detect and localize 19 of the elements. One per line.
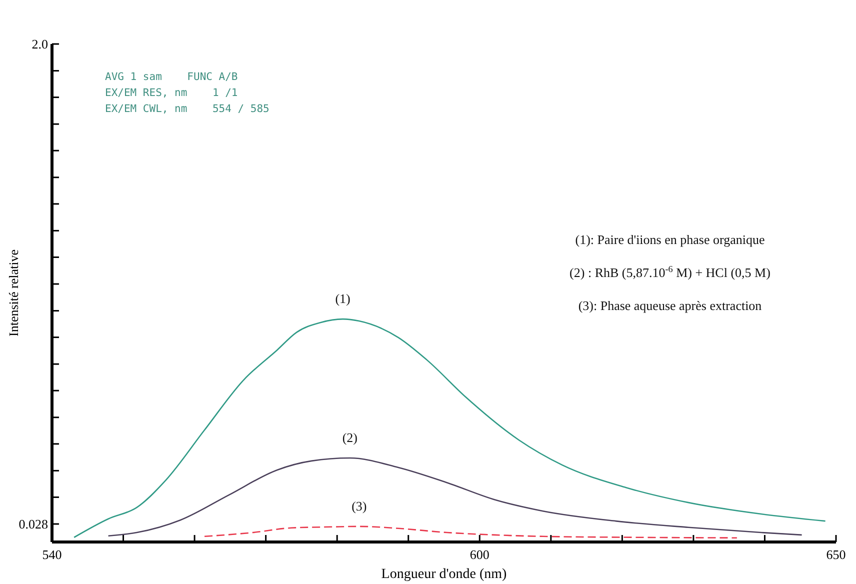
- x-tick-label: 600: [470, 547, 490, 562]
- series-label: (3): [352, 498, 367, 514]
- x-axis-title: Longueur d'onde (nm): [381, 567, 508, 582]
- y-axis-title: Intensité relative: [6, 249, 21, 336]
- y-tick-label: 2.0: [32, 36, 48, 52]
- x-tick-label: 540: [42, 547, 62, 562]
- line-series: [108, 457, 802, 537]
- line-series: [204, 526, 738, 539]
- annotation: (3): Phase aqueuse après extraction: [578, 298, 762, 313]
- annotation: EX/EM CWL, nm 554 / 585: [105, 103, 270, 115]
- annotation: AVG 1 sam FUNC A/B: [105, 71, 238, 83]
- series-label: (2): [342, 430, 358, 446]
- annotation: EX/EM RES, nm 1 /1: [105, 87, 238, 99]
- y-tick-label: 0.028: [18, 516, 48, 532]
- line-series: [73, 318, 826, 538]
- annotation: (1): Paire d'iions en phase organique: [575, 232, 765, 247]
- x-tick-label: 650: [826, 547, 846, 562]
- series-label: (1): [335, 291, 350, 306]
- annotation: (2) : RhB (5,87.10$^{-6}$ M) + HCl (0,5 M): [570, 264, 770, 280]
